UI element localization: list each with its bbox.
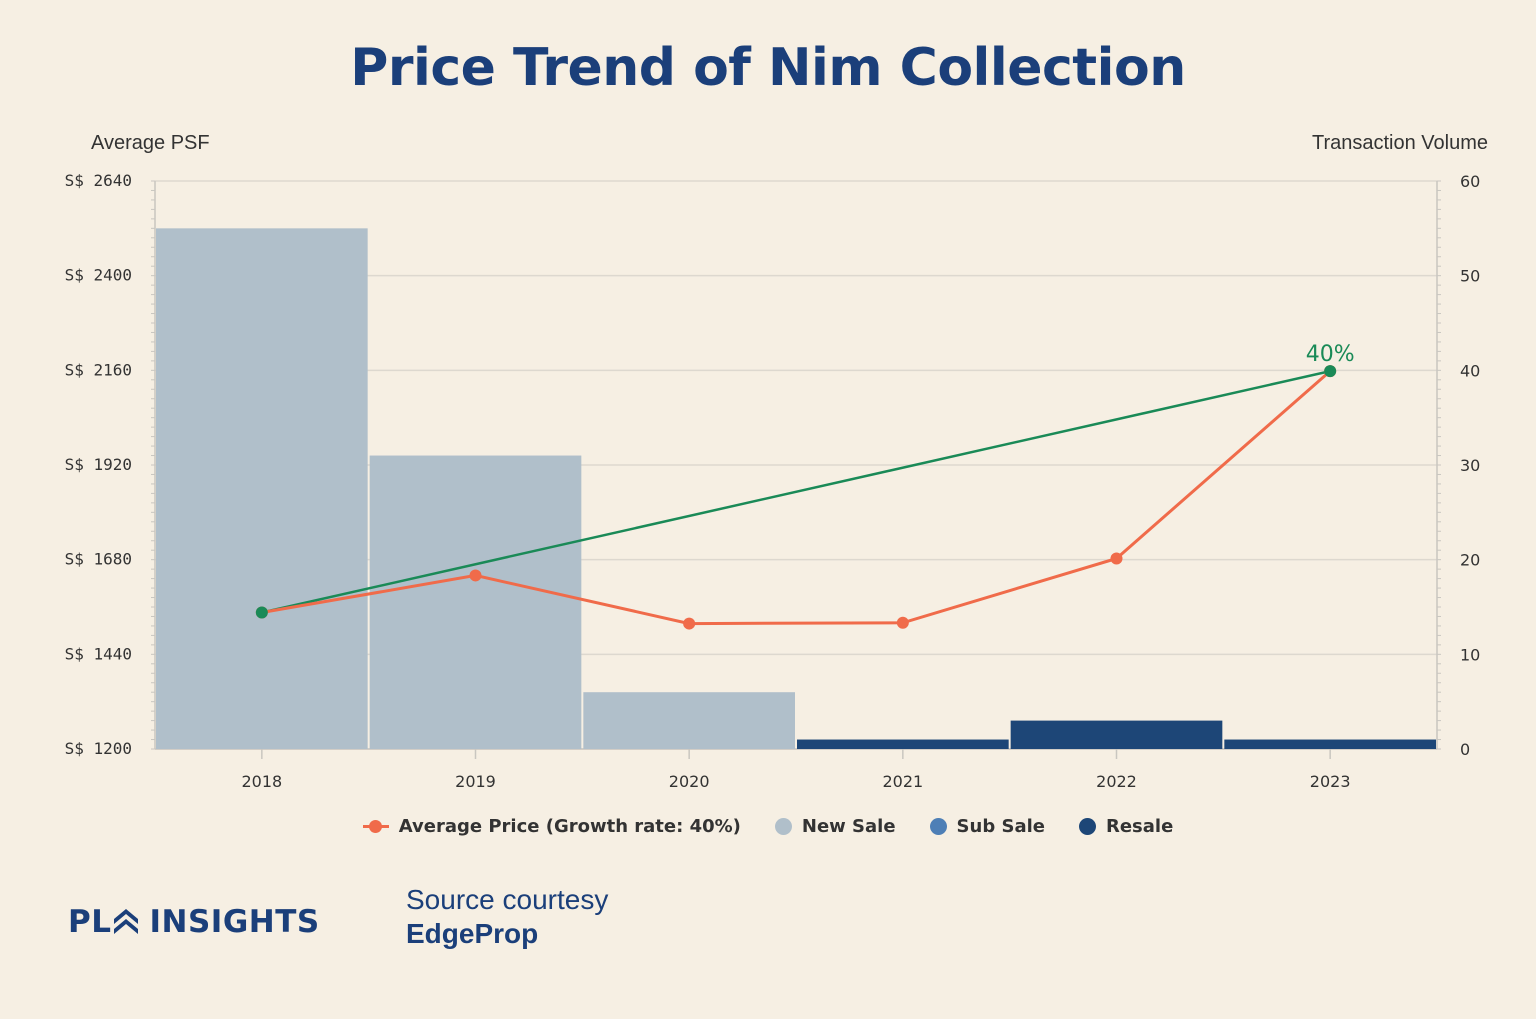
right-tick-label: 20 xyxy=(1460,551,1480,570)
trend-line xyxy=(261,369,1331,614)
legend-label: New Sale xyxy=(801,816,896,837)
trend-growth-label: 40% xyxy=(1306,342,1355,367)
left-tick-label: S$ 1920 xyxy=(65,455,132,474)
left-tick-label: S$ 1440 xyxy=(65,644,132,663)
legend-item-sub-sale[interactable]: Sub Sale xyxy=(929,816,1045,837)
x-tick-label: 2020 xyxy=(669,772,710,791)
x-tick-label: 2018 xyxy=(241,772,282,791)
legend-dot xyxy=(929,818,947,835)
average-price-point xyxy=(1110,552,1123,565)
right-tick-label: 30 xyxy=(1460,456,1480,475)
right-axis-title: Transaction Volume xyxy=(1311,132,1488,154)
bar-new-sale xyxy=(369,455,582,749)
right-tick-label: 10 xyxy=(1460,645,1480,664)
left-tick-label: S$ 1200 xyxy=(65,739,132,758)
house-chevron-icon xyxy=(114,909,139,934)
legend-label: Sub Sale xyxy=(956,816,1045,837)
trend-start-point xyxy=(255,606,268,619)
brand-text-left: PL xyxy=(68,904,112,940)
x-tick-label: 2023 xyxy=(1310,772,1351,791)
bar-resale xyxy=(1010,720,1223,749)
average-price-point xyxy=(896,616,909,629)
legend-item-average-price[interactable]: Average Price (Growth rate: 40%) xyxy=(362,816,741,837)
bar-resale xyxy=(797,739,1009,749)
legend-dot xyxy=(1078,818,1096,835)
right-tick-label: 40 xyxy=(1460,361,1480,380)
source-credit: Source courtesy EdgeProp xyxy=(406,884,608,950)
right-tick-label: 60 xyxy=(1460,172,1480,191)
legend-line-marker xyxy=(362,818,389,835)
source-label: Source courtesy xyxy=(406,884,609,915)
legend-label: Resale xyxy=(1105,816,1174,837)
left-tick-label: S$ 1680 xyxy=(65,550,132,569)
x-tick-label: 2022 xyxy=(1096,772,1137,791)
average-price-point xyxy=(469,569,482,582)
legend-dot xyxy=(774,818,792,835)
bar-new-sale xyxy=(156,228,368,750)
brand-text-right: INSIGHTS xyxy=(149,904,320,940)
left-axis-title: Average PSF xyxy=(91,132,210,154)
legend-label: Average Price (Growth rate: 40%) xyxy=(398,816,741,837)
left-tick-label: S$ 2160 xyxy=(65,360,132,379)
left-tick-label: S$ 2400 xyxy=(65,266,132,285)
chart-title: Price Trend of Nim Collection xyxy=(350,38,1186,98)
chart-legend: Average Price (Growth rate: 40%) New Sal… xyxy=(0,816,1536,837)
right-tick-label: 0 xyxy=(1460,740,1470,759)
average-price-point xyxy=(683,617,696,630)
legend-item-new-sale[interactable]: New Sale xyxy=(774,816,896,837)
x-tick-label: 2019 xyxy=(455,772,496,791)
brand-logo: PL INSIGHTS xyxy=(68,904,320,940)
trend-end-point xyxy=(1324,365,1337,378)
x-tick-label: 2021 xyxy=(882,772,923,791)
right-tick-label: 50 xyxy=(1460,267,1480,286)
average-price-line xyxy=(261,369,1332,626)
left-tick-label: S$ 2640 xyxy=(65,171,132,190)
bar-new-sale xyxy=(583,692,795,749)
bar-resale xyxy=(1224,739,1436,749)
source-name: EdgeProp xyxy=(406,918,539,949)
legend-item-resale[interactable]: Resale xyxy=(1078,816,1174,837)
